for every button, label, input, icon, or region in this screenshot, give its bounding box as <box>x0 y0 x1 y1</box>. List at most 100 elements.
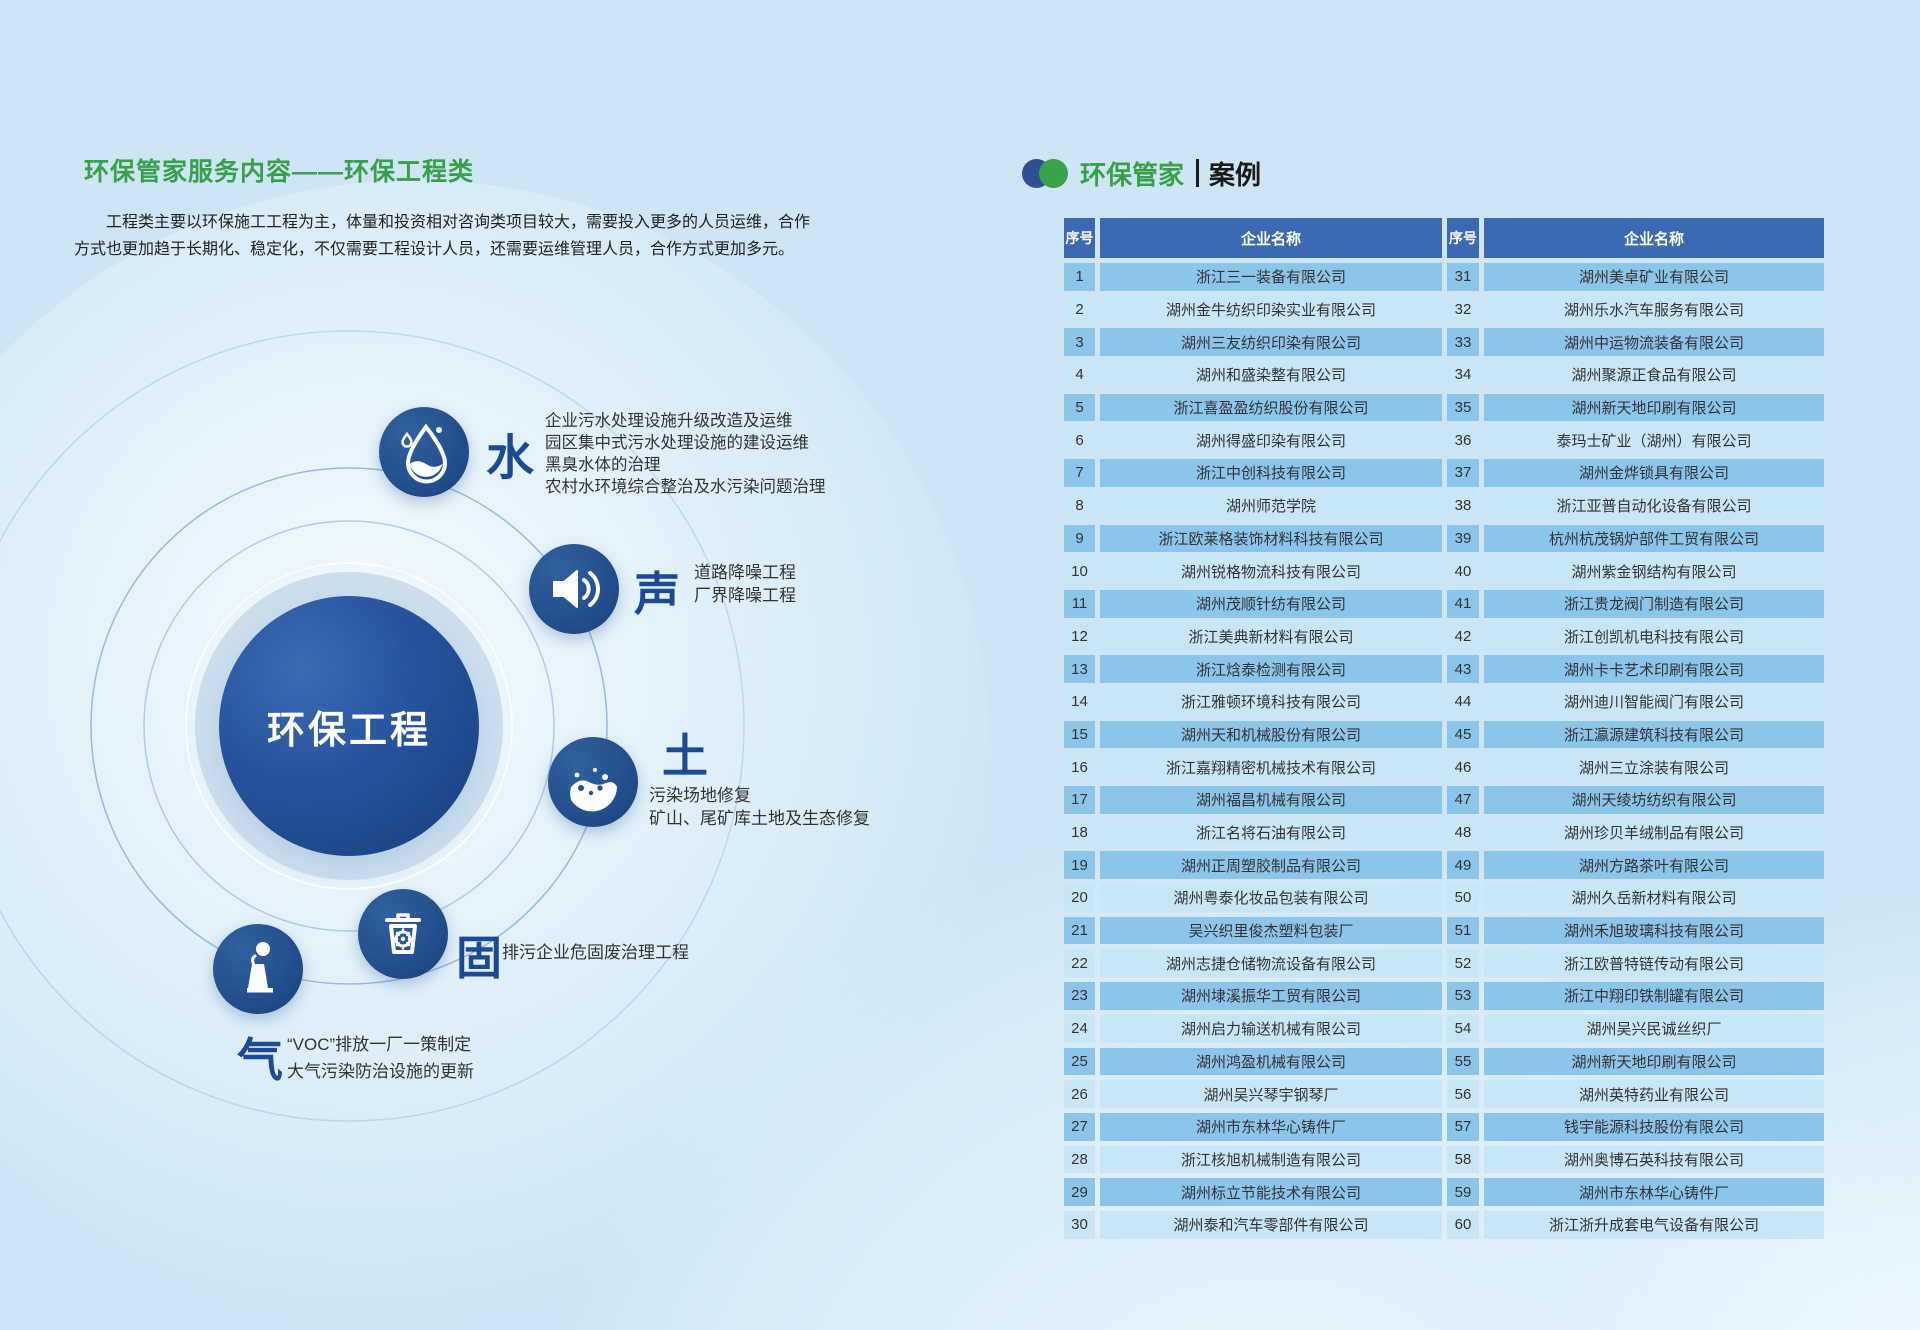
company-cell: 浙江雅顿环境科技有限公司 <box>1100 687 1442 716</box>
company-cell: 湖州珍贝羊绒制品有限公司 <box>1484 818 1824 847</box>
serial-cell: 53 <box>1447 982 1479 1010</box>
chimney-smoke-icon <box>247 942 273 993</box>
solid-waste-label: 固 <box>456 932 502 984</box>
serial-cell: 31 <box>1447 263 1479 291</box>
serial-cell: 32 <box>1447 295 1479 324</box>
company-cell: 钱宇能源科技股份有限公司 <box>1484 1112 1824 1141</box>
logo-green-circle-icon <box>1039 158 1068 188</box>
trash-bin-gear-icon <box>385 913 421 954</box>
soil-label: 土 <box>662 730 708 782</box>
serial-cell: 22 <box>1064 949 1095 978</box>
diagram-center-label: 环保工程 <box>266 709 431 752</box>
company-cell: 湖州天和机械股份有限公司 <box>1100 720 1442 749</box>
company-cell: 湖州标立节能技术有限公司 <box>1100 1178 1442 1206</box>
company-cell: 湖州泰和汽车零部件有限公司 <box>1100 1210 1442 1239</box>
company-cell: 湖州吴兴民诚丝织厂 <box>1484 1014 1824 1043</box>
serial-cell: 26 <box>1064 1080 1095 1108</box>
diagram-center-circle: 环保工程 <box>219 596 479 856</box>
serial-cell: 27 <box>1064 1112 1095 1141</box>
serial-cell: 59 <box>1447 1178 1479 1206</box>
speaker-icon <box>553 570 600 608</box>
company-cell: 浙江浙升成套电气设备有限公司 <box>1484 1210 1824 1239</box>
serial-cell: 50 <box>1447 884 1479 912</box>
brand-title: 环保管家 <box>1080 159 1185 190</box>
serial-cell: 58 <box>1447 1145 1479 1174</box>
soil-icon <box>570 768 617 812</box>
company-cell: 湖州久岳新材料有限公司 <box>1484 884 1824 912</box>
table-header-company: 企业名称 <box>1100 218 1442 258</box>
serial-cell: 51 <box>1447 916 1479 945</box>
serial-cell: 13 <box>1064 655 1095 683</box>
serial-cell: 45 <box>1447 720 1479 749</box>
intro-paragraph: 工程类主要以环保施工工程为主，体量和投资相对咨询类项目较大，需要投入更多的人员运… <box>74 209 834 263</box>
service-line: 黑臭水体的治理 <box>545 456 661 474</box>
water-node-circle <box>379 407 469 497</box>
serial-cell: 42 <box>1447 622 1479 651</box>
company-cell: 浙江美典新材料有限公司 <box>1100 622 1442 651</box>
company-cell: 浙江中创科技有限公司 <box>1100 459 1442 487</box>
service-line: 大气污染防治设施的更新 <box>287 1062 474 1081</box>
company-cell: 浙江欧莱格装饰材料科技有限公司 <box>1100 524 1442 553</box>
gas-label: 气 <box>237 1034 283 1086</box>
serial-cell: 4 <box>1064 361 1095 389</box>
company-cell: 湖州鸿盈机械有限公司 <box>1100 1047 1442 1076</box>
company-cell: 湖州金牛纺织印染实业有限公司 <box>1100 295 1442 324</box>
company-cell: 湖州得盛印染有限公司 <box>1100 426 1442 455</box>
serial-cell: 5 <box>1064 393 1095 422</box>
serial-cell: 2 <box>1064 295 1095 324</box>
serial-cell: 49 <box>1447 851 1479 880</box>
company-cell: 湖州吴兴琴宇钢琴厂 <box>1100 1080 1442 1108</box>
company-cell: 浙江贵龙阀门制造有限公司 <box>1484 589 1824 618</box>
company-cell: 湖州禾旭玻璃科技有限公司 <box>1484 916 1824 945</box>
page-title: 环保管家服务内容——环保工程类 <box>84 158 475 186</box>
serial-cell: 43 <box>1447 655 1479 683</box>
service-line: 农村水环境综合整治及水污染问题治理 <box>545 478 826 496</box>
company-cell: 湖州聚源正食品有限公司 <box>1484 361 1824 389</box>
company-cell: 湖州三友纺织印染有限公司 <box>1100 328 1442 357</box>
company-cell: 湖州市东林华心铸件厂 <box>1484 1178 1824 1206</box>
company-cell: 湖州美卓矿业有限公司 <box>1484 263 1824 291</box>
serial-cell: 30 <box>1064 1210 1095 1239</box>
serial-cell: 36 <box>1447 426 1479 455</box>
company-cell: 浙江中翔印铁制罐有限公司 <box>1484 982 1824 1010</box>
company-cell: 湖州紫金钢结构有限公司 <box>1484 557 1824 585</box>
company-cell: 湖州方路茶叶有限公司 <box>1484 851 1824 880</box>
serial-cell: 9 <box>1064 524 1095 553</box>
company-cell: 湖州市东林华心铸件厂 <box>1100 1112 1442 1141</box>
water-drop-icon <box>401 423 448 484</box>
serial-cell: 11 <box>1064 589 1095 618</box>
serial-cell: 33 <box>1447 328 1479 357</box>
company-cell: 杭州杭茂锅炉部件工贸有限公司 <box>1484 524 1824 553</box>
company-cell: 湖州正周塑胶制品有限公司 <box>1100 851 1442 880</box>
service-line: 厂界降噪工程 <box>694 586 796 605</box>
serial-cell: 3 <box>1064 328 1095 357</box>
intro-line: 方式也更加趋于长期化、稳定化，不仅需要工程设计人员，还需要运维管理人员，合作方式… <box>74 241 795 258</box>
serial-cell: 55 <box>1447 1047 1479 1076</box>
serial-cell: 16 <box>1064 753 1095 781</box>
serial-cell: 52 <box>1447 949 1479 978</box>
company-cell: 湖州奥博石英科技有限公司 <box>1484 1145 1824 1174</box>
service-line: “VOC”排放一厂一策制定 <box>287 1035 472 1054</box>
service-line: 园区集中式污水处理设施的建设运维 <box>545 434 809 452</box>
company-cell: 湖州新天地印刷有限公司 <box>1484 393 1824 422</box>
serial-cell: 19 <box>1064 851 1095 880</box>
service-line: 矿山、尾矿库土地及生态修复 <box>649 809 870 828</box>
service-line: 污染场地修复 <box>649 786 751 805</box>
serial-cell: 56 <box>1447 1080 1479 1108</box>
section-title: 案例 <box>1209 159 1262 190</box>
gas-services: “VOC”排放一厂一策制定 大气污染防治设施的更新 <box>287 1031 474 1085</box>
company-cell: 浙江亚普自动化设备有限公司 <box>1484 491 1824 520</box>
background-circle-left <box>0 180 990 1330</box>
serial-cell: 47 <box>1447 786 1479 814</box>
serial-cell: 25 <box>1064 1047 1095 1076</box>
serial-cell: 23 <box>1064 982 1095 1010</box>
company-cell: 湖州粤泰化妆品包装有限公司 <box>1100 884 1442 912</box>
serial-cell: 20 <box>1064 884 1095 912</box>
company-cell: 浙江焓泰检测有限公司 <box>1100 655 1442 683</box>
cases-table: 序号 企业名称 序号 企业名称 1 浙江三一装备有限公司 31 湖州美卓矿业有限公司 2… <box>1064 218 1824 1239</box>
company-cell: 泰玛士矿业（湖州）有限公司 <box>1484 426 1824 455</box>
serial-cell: 1 <box>1064 263 1095 291</box>
soil-node-circle <box>548 737 638 827</box>
service-line: 道路降噪工程 <box>694 563 796 582</box>
company-cell: 湖州茂顺针纺有限公司 <box>1100 589 1442 618</box>
